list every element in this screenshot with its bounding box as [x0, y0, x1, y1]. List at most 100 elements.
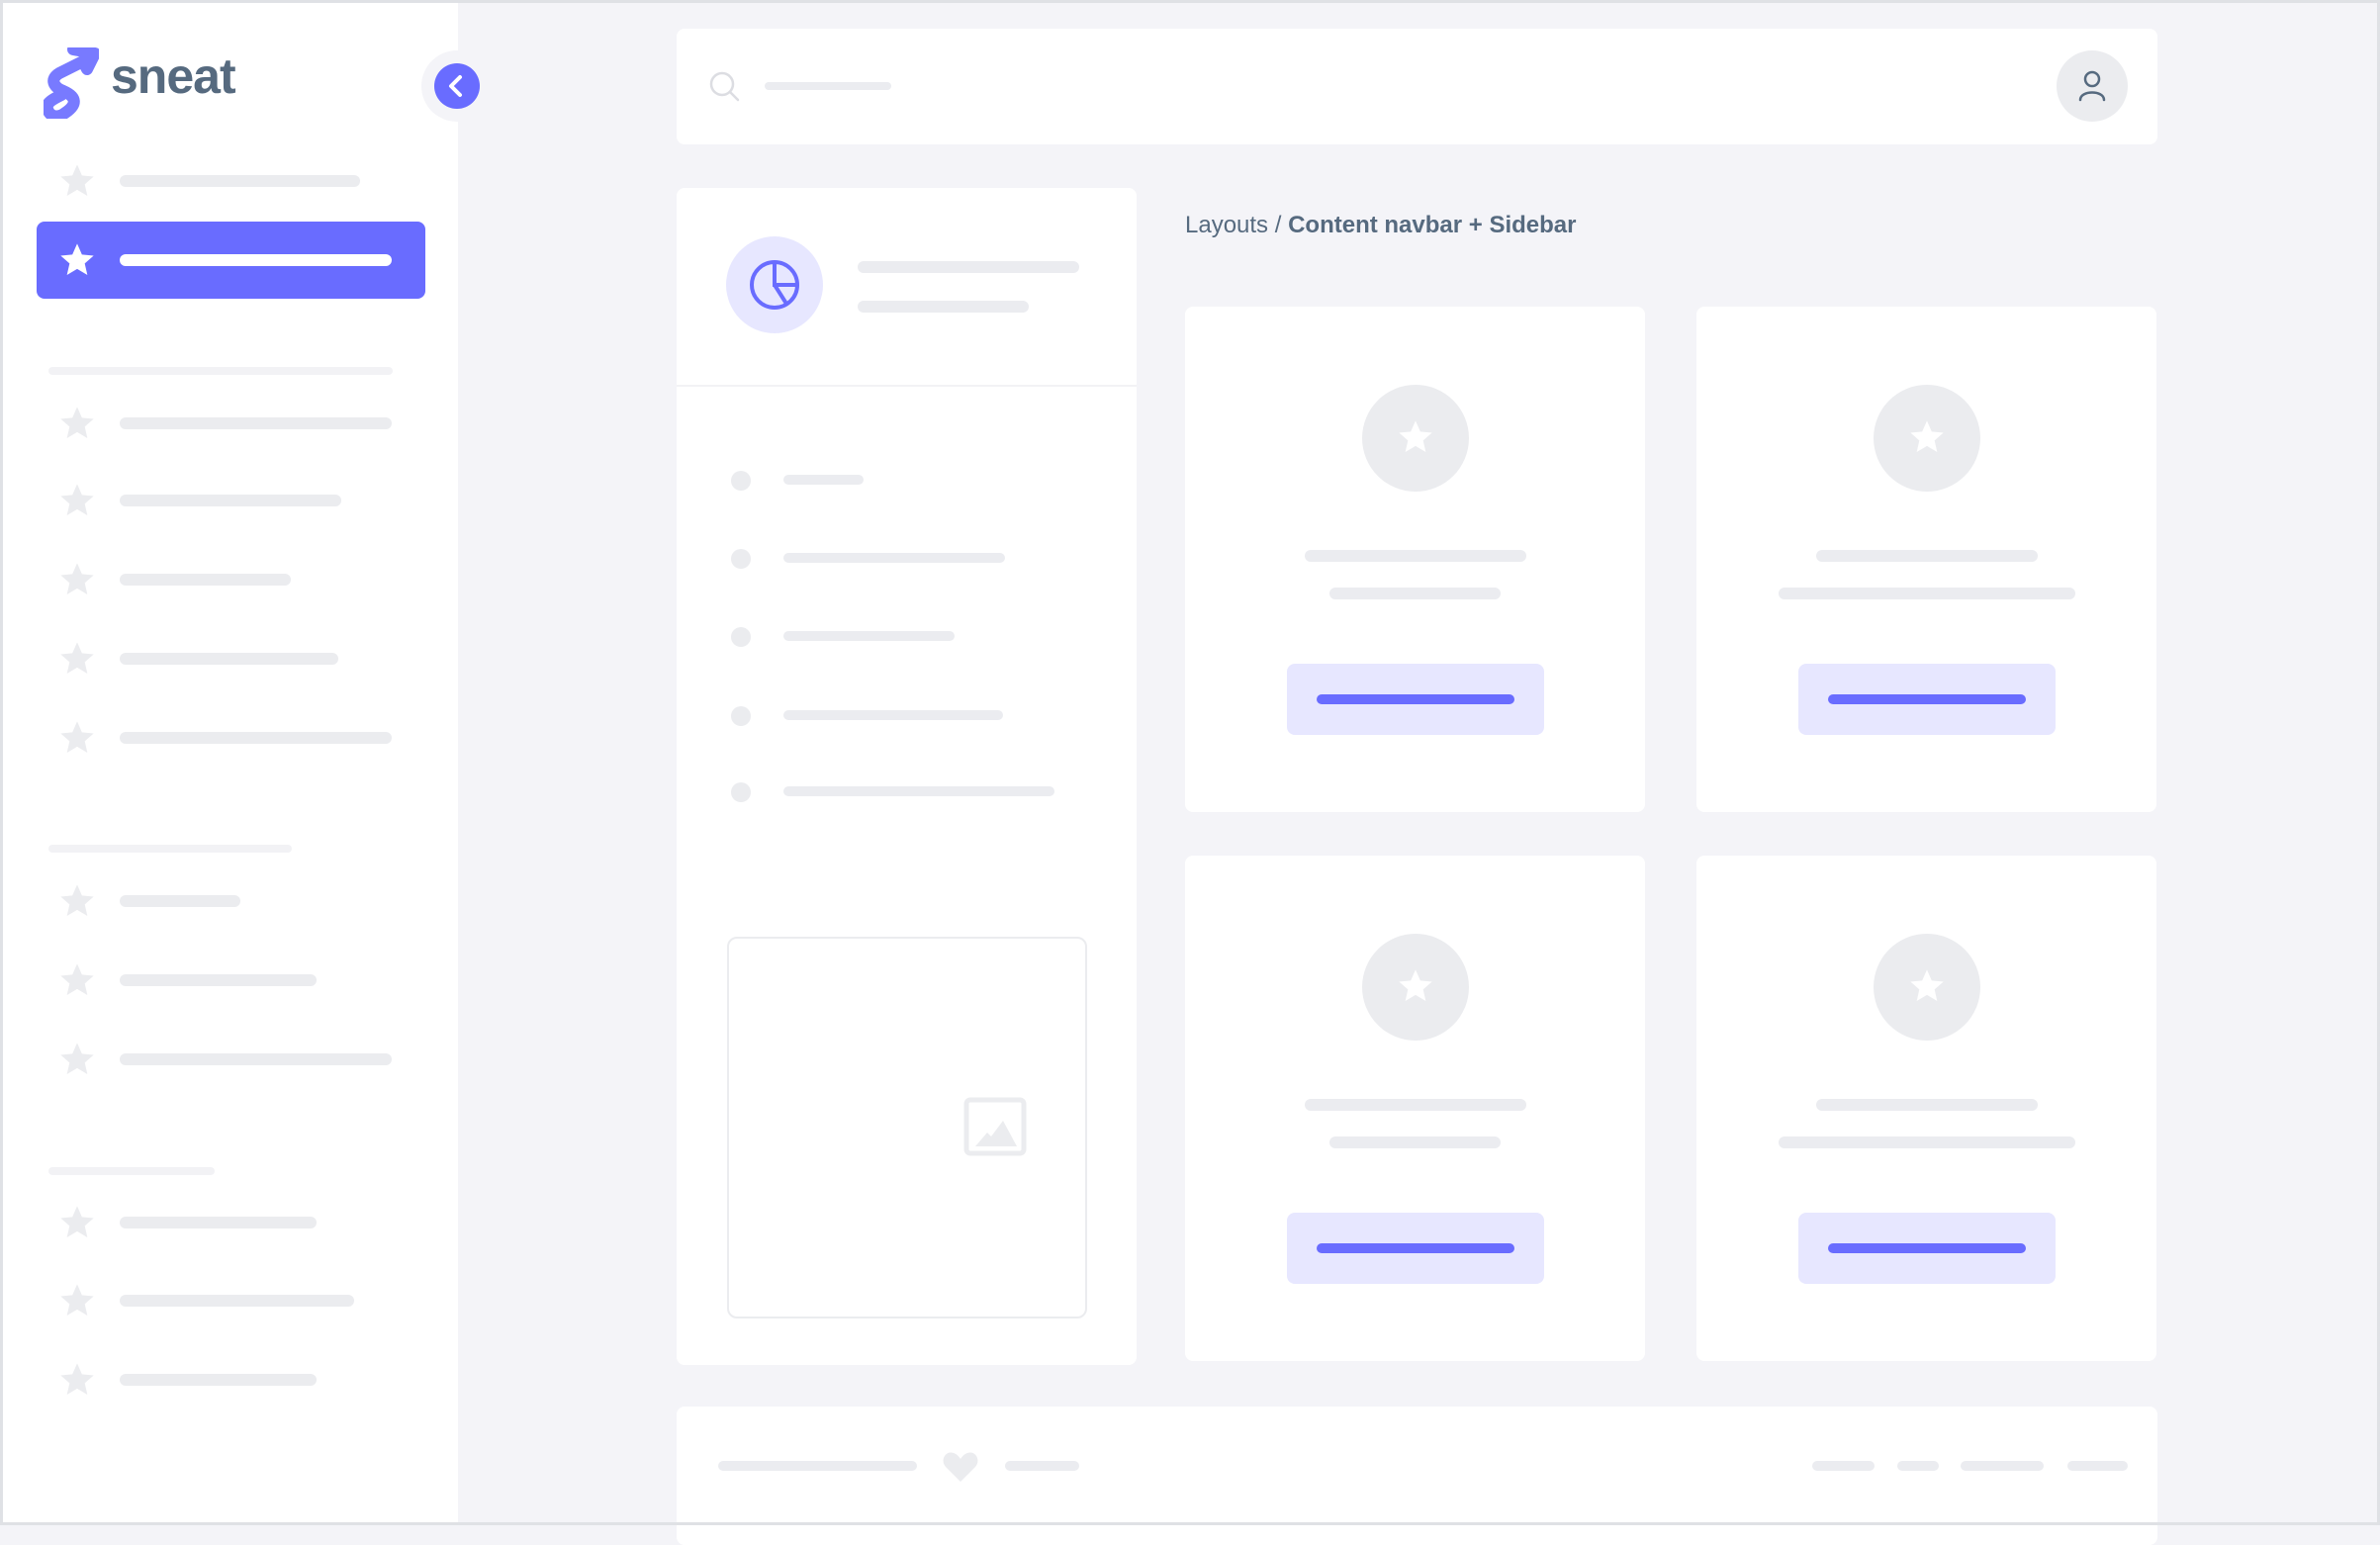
star-icon	[60, 884, 94, 916]
sidebar-item-label-placeholder	[120, 254, 392, 266]
star-icon	[60, 1284, 94, 1316]
breadcrumb-separator: /	[1274, 212, 1282, 238]
star-icon	[60, 484, 94, 515]
footer-link-placeholder[interactable]	[1812, 1461, 1875, 1471]
collapse-sidebar-button[interactable]	[434, 63, 480, 109]
list-item-placeholder	[783, 786, 1054, 796]
card-action-button[interactable]	[1287, 1213, 1544, 1284]
card-title-placeholder	[1816, 1099, 2039, 1111]
sidebar-section-divider	[48, 1167, 215, 1175]
sidebar-item[interactable]	[37, 1184, 425, 1261]
sidebar-item-label-placeholder	[120, 895, 240, 907]
sidebar-item-label-placeholder	[120, 974, 317, 986]
feature-card	[1696, 856, 2156, 1361]
panel-header-avatar	[726, 236, 823, 333]
star-icon	[60, 563, 94, 594]
card-title-placeholder	[1305, 1099, 1527, 1111]
sidebar-item[interactable]	[37, 863, 425, 940]
card-action-button[interactable]	[1798, 1213, 2056, 1284]
sidebar-item[interactable]	[37, 699, 425, 776]
list-bullet	[731, 782, 751, 802]
left-panel	[677, 188, 1137, 1365]
search-input[interactable]	[765, 82, 891, 90]
star-icon	[60, 642, 94, 674]
sidebar-item[interactable]	[37, 222, 425, 299]
sidebar-item-label-placeholder	[120, 175, 360, 187]
button-label-placeholder	[1828, 1243, 2026, 1253]
card-text-placeholder	[1328, 1136, 1502, 1148]
chevron-left-icon	[449, 75, 462, 97]
sidebar-item[interactable]	[37, 541, 425, 618]
sidebar-item[interactable]	[37, 462, 425, 539]
star-icon	[60, 1363, 94, 1395]
star-icon	[1910, 969, 1944, 1001]
user-icon	[2078, 70, 2106, 102]
sidebar-item[interactable]	[37, 942, 425, 1019]
star-icon	[60, 1206, 94, 1237]
list-item[interactable]	[726, 461, 1092, 500]
card-text-placeholder	[1778, 1136, 2076, 1148]
breadcrumb-parent[interactable]: Layouts	[1185, 212, 1269, 238]
user-avatar[interactable]	[2057, 50, 2128, 122]
list-item-placeholder	[783, 475, 864, 485]
sidebar-item[interactable]	[37, 1341, 425, 1418]
sidebar-section-divider	[48, 367, 393, 375]
sidebar-item[interactable]	[37, 1021, 425, 1098]
list-bullet	[731, 471, 751, 491]
sidebar-item-label-placeholder	[120, 1295, 354, 1307]
card-title-placeholder	[1816, 550, 2039, 562]
list-item[interactable]	[726, 772, 1092, 812]
sidebar-item[interactable]	[37, 142, 425, 220]
card-icon-circle	[1874, 385, 1980, 492]
card-action-button[interactable]	[1798, 664, 2056, 735]
feature-card	[1185, 307, 1645, 812]
sidebar-item[interactable]	[37, 620, 425, 697]
star-icon	[1399, 969, 1432, 1001]
star-icon	[1910, 420, 1944, 452]
button-label-placeholder	[1317, 1243, 1514, 1253]
search-icon[interactable]	[708, 70, 742, 104]
image-icon	[963, 1097, 1027, 1156]
sidebar-item-label-placeholder	[120, 1053, 392, 1065]
feature-card	[1185, 856, 1645, 1361]
star-icon	[60, 721, 94, 753]
footer-link-placeholder[interactable]	[2067, 1461, 2128, 1471]
card-action-button[interactable]	[1287, 664, 1544, 735]
sidebar-item-label-placeholder	[120, 732, 392, 744]
footer-link-placeholder[interactable]	[1897, 1461, 1939, 1471]
footer-link-placeholder[interactable]	[1961, 1461, 2044, 1471]
footer-link-placeholder[interactable]	[718, 1461, 917, 1471]
card-title-placeholder	[1305, 550, 1527, 562]
card-icon-circle	[1362, 934, 1469, 1041]
sneat-logo-icon	[44, 47, 99, 119]
star-icon	[60, 164, 94, 196]
list-item-placeholder	[783, 710, 1003, 720]
heart-icon	[943, 1452, 978, 1482]
sidebar-item-label-placeholder	[120, 495, 341, 506]
star-icon	[60, 1043, 94, 1074]
sidebar-item-label-placeholder	[120, 653, 338, 665]
star-icon	[1399, 420, 1432, 452]
sidebar-item[interactable]	[37, 385, 425, 462]
list-bullet	[731, 549, 751, 569]
pie-chart-icon	[750, 260, 799, 310]
card-text-placeholder	[1328, 588, 1502, 599]
star-icon	[60, 407, 94, 438]
list-bullet	[731, 706, 751, 726]
list-item[interactable]	[726, 617, 1092, 657]
image-placeholder	[727, 937, 1087, 1318]
sidebar-item[interactable]	[37, 1262, 425, 1339]
card-text-placeholder	[1778, 588, 2076, 599]
list-bullet	[731, 627, 751, 647]
list-item[interactable]	[726, 696, 1092, 736]
list-item-placeholder	[783, 631, 955, 641]
panel-title-placeholder	[858, 261, 1079, 273]
button-label-placeholder	[1317, 694, 1514, 704]
star-icon	[60, 243, 94, 275]
sidebar-item-label-placeholder	[120, 1374, 317, 1386]
breadcrumb-current: Content navbar + Sidebar	[1288, 212, 1577, 238]
footer-link-placeholder[interactable]	[1005, 1461, 1079, 1471]
card-icon-circle	[1362, 385, 1469, 492]
star-icon	[60, 963, 94, 995]
list-item[interactable]	[726, 539, 1092, 579]
